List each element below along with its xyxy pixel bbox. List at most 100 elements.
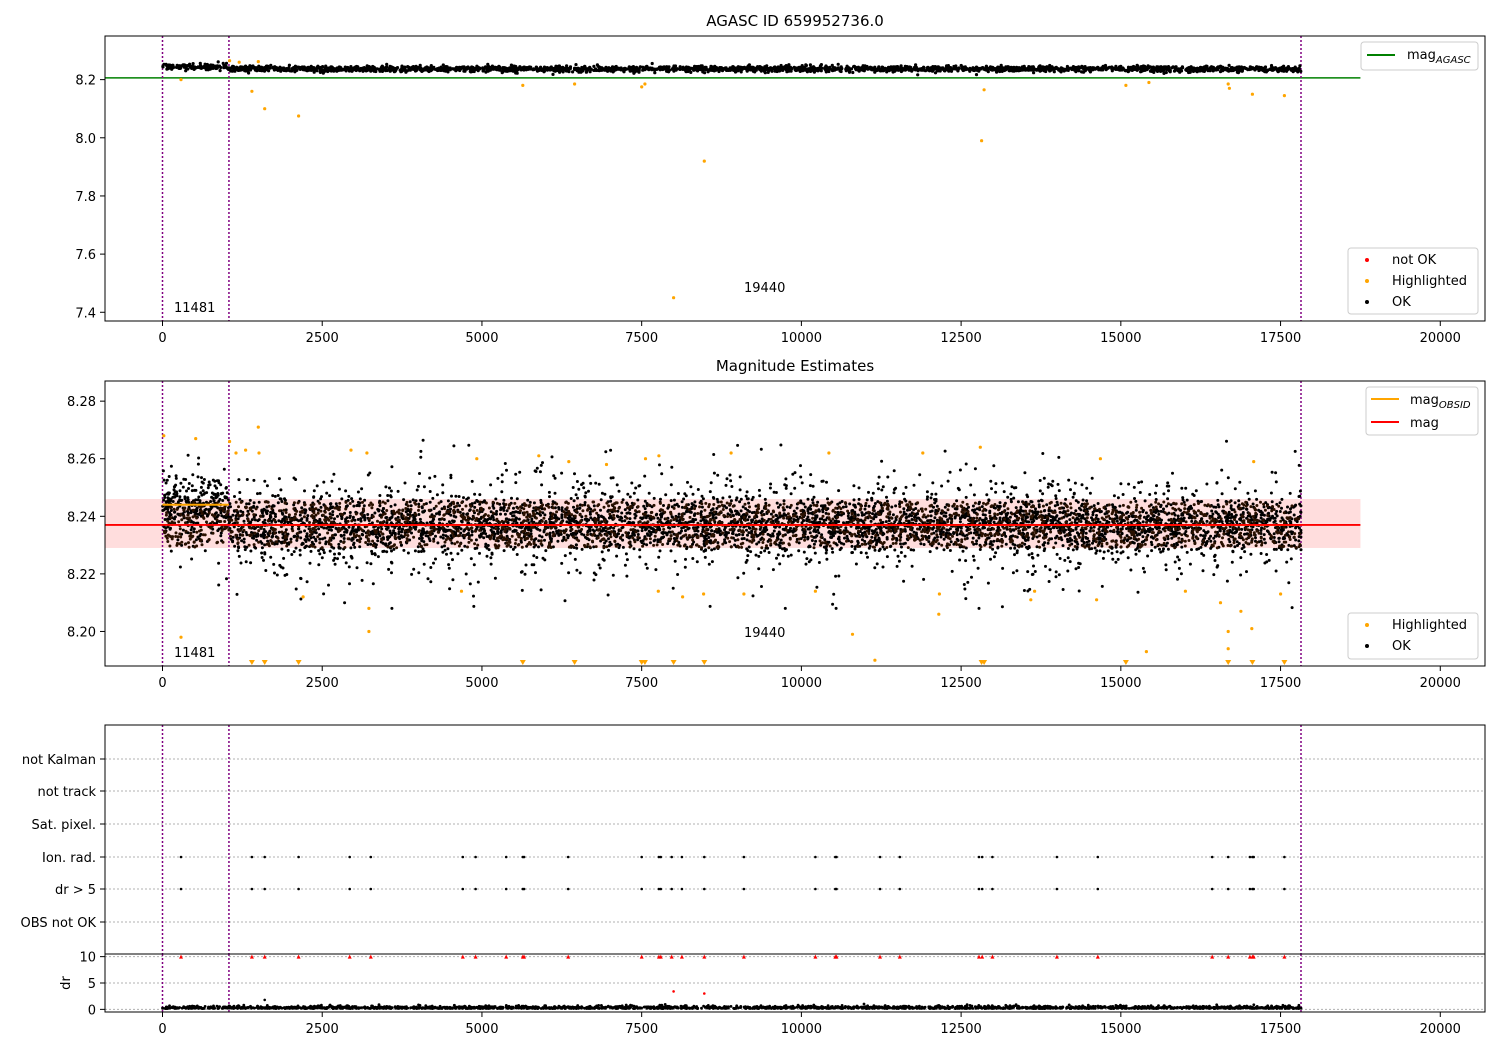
highlighted-point [297,114,301,118]
ok-point [242,540,246,544]
ok-point [982,67,986,71]
ok-point [620,511,624,515]
ok-point [369,562,373,566]
ok-point [505,509,509,513]
ok-point [866,67,870,71]
ok-point [1050,65,1054,69]
ok-point [747,501,751,505]
ok-point [655,67,659,71]
ok-point [309,549,313,553]
ok-point [409,504,413,508]
ok-point [287,63,291,67]
ok-point [783,606,787,610]
ok-point [248,498,252,502]
highlighted-point [643,82,647,86]
ok-point [1058,557,1062,560]
ok-point [298,67,302,71]
ok-point [1263,561,1267,565]
ok-point [857,486,861,490]
ok-point [1197,68,1201,72]
ok-point [931,481,935,485]
x-tick-label: 2500 [306,331,339,346]
ok-point [428,500,432,504]
ok-point [544,549,548,553]
ok-point [1012,66,1016,70]
ok-point [1062,69,1066,73]
ok-point [413,549,417,553]
ok-point [592,64,596,68]
ok-point [835,543,839,547]
ok-point [1157,512,1161,516]
ok-point [1042,543,1046,547]
ok-point [1253,66,1257,70]
ok-point [335,69,339,73]
ok-point [599,498,603,502]
ok-point [1013,546,1017,550]
ok-point [1057,455,1061,459]
ok-point [721,67,725,71]
ok-point [347,67,351,71]
ok-point [971,504,975,508]
ok-point [434,534,437,538]
ok-point [645,67,649,71]
ok-point [204,68,208,72]
ok-point [344,504,348,508]
ok-point [356,65,360,69]
ok-point [1128,68,1132,72]
ok-point [1096,502,1100,505]
ok-point [598,566,602,570]
ok-point [778,562,782,566]
ok-point [207,480,211,484]
ok-point [1177,67,1181,71]
ok-point [1280,506,1283,510]
ok-point [471,66,475,70]
ok-point [772,67,776,71]
ok-point [793,486,797,490]
ok-point [514,71,518,75]
ok-point [753,70,757,74]
ok-point [798,66,802,70]
ok-point [238,497,242,501]
ok-point [686,69,690,74]
ok-point [744,494,748,498]
x-tick-label: 10000 [781,331,822,346]
ok-point [162,478,166,482]
ok-point [745,538,749,542]
ok-point [999,66,1003,70]
ok-point [1297,67,1301,71]
ok-point [174,65,179,69]
ok-point [481,69,485,73]
ok-point [1019,67,1023,71]
ok-point [565,66,569,70]
ok-point [448,66,452,70]
ok-point [682,497,686,501]
ok-point [451,558,454,562]
ok-point [234,67,238,71]
ok-point [360,487,364,491]
ok-point [977,536,981,540]
ok-point [535,556,539,559]
ok-point [1067,478,1071,482]
ok-point [1022,64,1026,68]
ok-point [930,492,934,496]
ok-point [257,500,261,504]
ok-point [569,497,573,500]
ok-point [804,63,808,67]
ok-point [1297,463,1301,467]
ok-point [305,580,309,584]
ok-point [568,66,572,71]
ok-point [816,500,820,504]
ok-point [778,66,782,70]
ok-point [264,530,267,534]
ok-point [839,546,843,550]
ok-point [458,504,461,508]
ok-point [190,557,194,561]
ok-point [989,557,992,561]
ok-point [623,519,627,523]
ok-point [861,64,865,68]
highlighted-point [1227,86,1231,90]
ok-point [467,443,471,447]
ok-point [224,61,229,65]
ok-point [799,464,802,468]
